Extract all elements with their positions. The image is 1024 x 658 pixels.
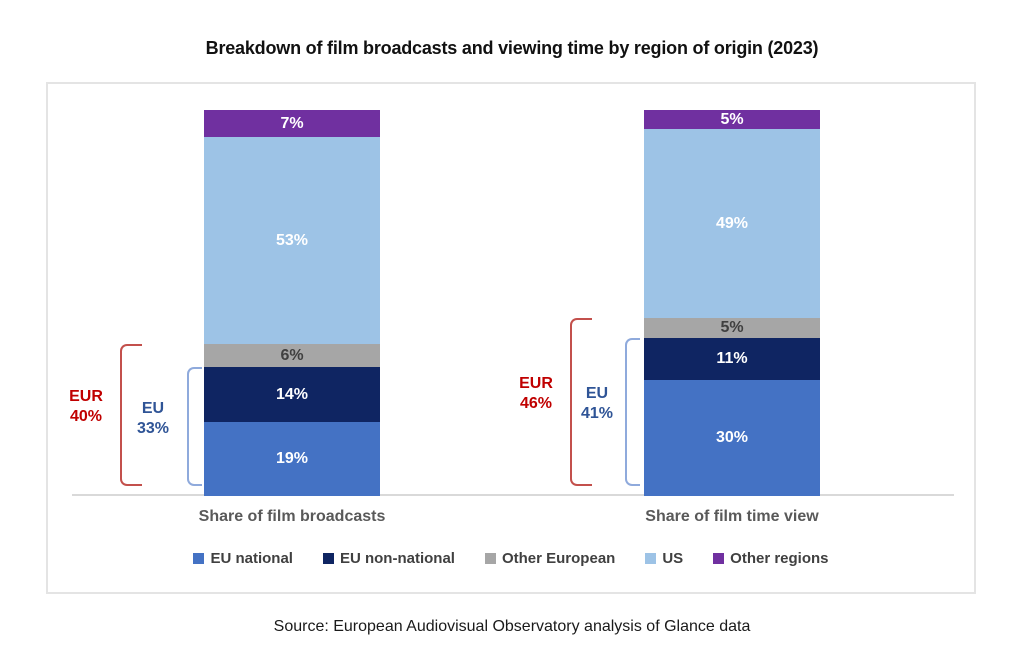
bracket-eur-bar1 (120, 343, 142, 486)
legend-item-eu-non-national: EU non-national (322, 550, 455, 567)
bracket-value: 46% (519, 395, 553, 413)
legend-label: Other regions (730, 550, 829, 567)
bar-segment-eu-national: 30% (644, 380, 820, 496)
segment-value-label: 49% (715, 214, 749, 232)
plot-area: 19% 14% 6% 53% 7% Share of film broadcasts 30%… (48, 84, 974, 592)
bracket-label-eur-bar1: EUR 40% (54, 387, 118, 427)
chart-title: Breakdown of film broadcasts and viewing… (205, 38, 819, 58)
legend-swatch-other-regions (713, 553, 725, 564)
segment-value-label: 30% (715, 429, 749, 447)
legend-item-us: US (645, 550, 683, 567)
legend-swatch-other-european (484, 553, 496, 564)
segment-value-label: 11% (716, 349, 748, 367)
legend-label: Other European (501, 550, 616, 567)
bar-segment-us: 53% (204, 137, 380, 344)
bracket-label-eur-bar2: EUR 46% (504, 374, 568, 414)
bracket-name: EUR (519, 375, 553, 393)
segment-value-label: 53% (275, 231, 309, 249)
bracket-value: 40% (69, 407, 103, 425)
bar-segment-eu-non-national: 14% (204, 367, 380, 422)
bar-segment-other-regions: 5% (644, 110, 820, 130)
chart-area: 19% 14% 6% 53% 7% Share of film broadcasts 30%… (46, 82, 976, 594)
legend: EU national EU non-national Other European… (48, 550, 974, 567)
legend-item-other-european: Other European (484, 550, 616, 567)
bracket-name: EU (585, 384, 609, 402)
bracket-eu-bar1 (187, 367, 202, 486)
bracket-label-eu-bar2: EU 41% (565, 384, 629, 424)
bracket-name: EUR (69, 387, 103, 405)
legend-label: EU non-national (339, 550, 455, 567)
segment-value-label: 7% (280, 114, 304, 132)
bracket-eu-bar2 (625, 337, 640, 486)
bar-segment-eu-national: 19% (204, 421, 380, 496)
category-label-share-of-film-broadcasts: Share of film broadcasts (198, 508, 386, 525)
legend-swatch-eu-non-national (322, 553, 334, 564)
bar-segment-eu-non-national: 11% (644, 337, 820, 381)
segment-value-label: 5% (720, 110, 744, 128)
bar-segment-other-european: 5% (644, 318, 820, 338)
legend-swatch-eu-national (193, 553, 205, 564)
bracket-label-eu-bar1: EU 33% (121, 399, 185, 439)
segment-value-label: 6% (280, 346, 304, 364)
bracket-value: 33% (136, 419, 170, 437)
bar-segment-other-regions: 7% (204, 110, 380, 138)
x-axis-line (72, 494, 954, 496)
segment-value-label: 14% (275, 385, 309, 403)
legend-label: EU national (210, 550, 293, 567)
category-label-share-of-film-time-view: Share of film time view (645, 508, 819, 525)
legend-item-other-regions: Other regions (713, 550, 829, 567)
segment-value-label: 5% (720, 319, 744, 337)
bar-segment-other-european: 6% (204, 343, 380, 368)
legend-label: US (662, 550, 684, 567)
segment-value-label: 19% (275, 449, 309, 467)
bar-segment-us: 49% (644, 129, 820, 319)
bracket-name: EU (141, 399, 165, 417)
source-text: Source: European Audiovisual Observatory… (273, 618, 751, 635)
legend-swatch-us (645, 553, 657, 564)
bracket-eur-bar2 (570, 318, 592, 486)
legend-item-eu-national: EU national (193, 550, 293, 567)
bracket-value: 41% (580, 404, 614, 422)
